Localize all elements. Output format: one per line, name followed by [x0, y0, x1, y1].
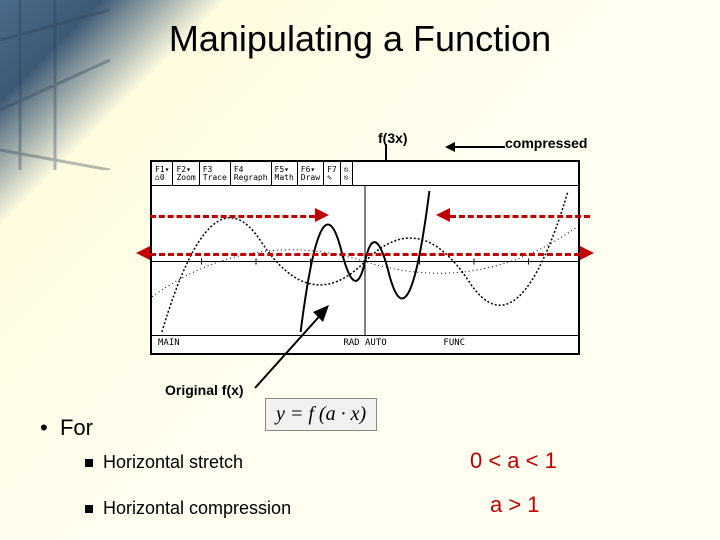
- calc-menu-item: F7 ✎: [324, 162, 341, 185]
- calc-menu-bar: F1▾ ⌂0 F2▾ Zoom F3 Trace F4 Regraph F5▾ …: [152, 162, 578, 186]
- arrow-compressed: [445, 140, 505, 154]
- dash-upper-right: [450, 215, 590, 218]
- calc-menu-item: F3 Trace: [200, 162, 231, 185]
- label-original: Original f(x): [165, 382, 244, 398]
- bullet-compress: Horizontal compression: [85, 498, 291, 519]
- arrowhead-icon: [136, 246, 150, 260]
- label-compressed: compressed: [505, 135, 587, 151]
- status-func: FUNC: [437, 336, 578, 353]
- condition-stretch: 0 < a < 1: [470, 448, 557, 474]
- arrowhead-icon: [436, 208, 450, 222]
- dash-lower: [150, 253, 580, 256]
- calc-menu-item: F1▾ ⌂0: [152, 162, 173, 185]
- bullet-compress-text: Horizontal compression: [103, 498, 291, 518]
- bullet-for-text: For: [60, 415, 93, 440]
- calc-menu-item: F2▾ Zoom: [173, 162, 199, 185]
- dash-upper-left: [150, 215, 315, 218]
- slide: Manipulating a Function f(3x) compressed…: [0, 0, 720, 540]
- arrowhead-icon: [580, 246, 594, 260]
- condition-compress: a > 1: [490, 492, 540, 518]
- page-title: Manipulating a Function: [0, 18, 720, 60]
- arrow-original: [255, 300, 375, 390]
- square-bullet-icon: [85, 459, 93, 467]
- formula: y = f (a · x): [265, 398, 377, 431]
- arrowhead-icon: [315, 208, 329, 222]
- bullet-for: • For: [40, 415, 93, 441]
- bullet-stretch-text: Horizontal stretch: [103, 452, 243, 472]
- calc-menu-item: F6▾ Draw: [298, 162, 324, 185]
- calc-menu-item: ⎋ ⎋: [341, 162, 353, 185]
- bullet-stretch: Horizontal stretch: [85, 452, 243, 473]
- square-bullet-icon: [85, 505, 93, 513]
- calc-menu-item: F5▾ Math: [272, 162, 298, 185]
- calc-menu-item: F4 Regraph: [231, 162, 272, 185]
